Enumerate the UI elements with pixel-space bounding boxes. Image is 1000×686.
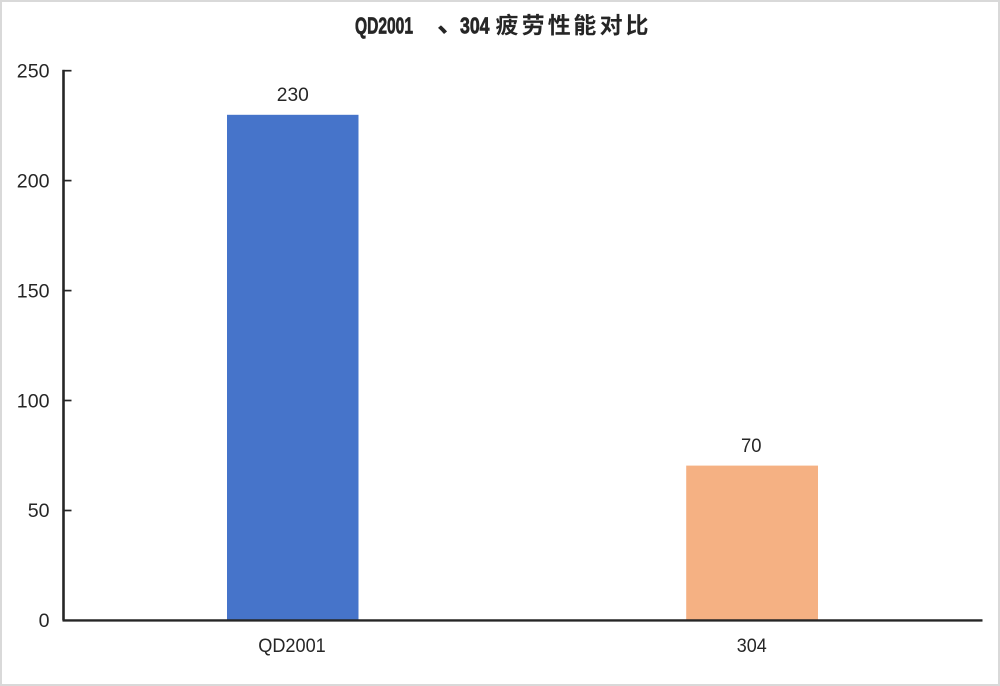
svg-text:70: 70 xyxy=(741,435,762,457)
svg-text:50: 50 xyxy=(28,500,50,522)
svg-text:100: 100 xyxy=(17,390,50,412)
svg-text:QD2001: QD2001 xyxy=(355,13,413,39)
svg-text:150: 150 xyxy=(17,280,50,302)
svg-text:0: 0 xyxy=(39,610,50,632)
svg-text:250: 250 xyxy=(17,60,50,82)
svg-text:200: 200 xyxy=(17,170,50,192)
svg-text:304: 304 xyxy=(460,13,490,39)
svg-text:230: 230 xyxy=(277,84,309,106)
svg-text:QD2001: QD2001 xyxy=(258,635,326,657)
svg-text:304: 304 xyxy=(737,635,767,657)
